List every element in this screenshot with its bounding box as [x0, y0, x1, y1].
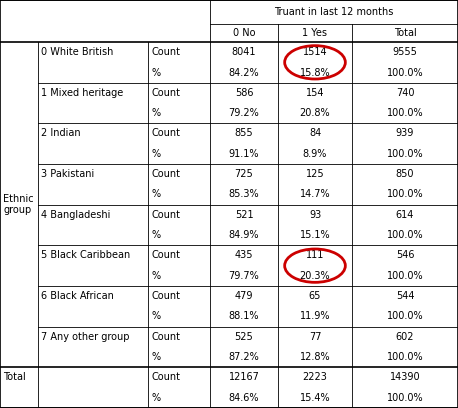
Text: 3 Pakistani: 3 Pakistani: [41, 169, 94, 179]
Text: 65: 65: [309, 291, 321, 301]
Text: 12.8%: 12.8%: [300, 352, 330, 362]
Text: %: %: [151, 67, 160, 78]
Text: %: %: [151, 311, 160, 322]
Text: 77: 77: [309, 332, 321, 342]
Text: 586: 586: [235, 88, 253, 98]
Text: 20.3%: 20.3%: [300, 271, 330, 281]
Text: 125: 125: [305, 169, 324, 179]
Text: 740: 740: [396, 88, 414, 98]
Text: 1514: 1514: [303, 47, 327, 57]
Text: 1 Mixed heritage: 1 Mixed heritage: [41, 88, 123, 98]
Text: 111: 111: [306, 251, 324, 260]
Text: Count: Count: [151, 291, 180, 301]
Text: %: %: [151, 149, 160, 159]
Text: 614: 614: [396, 210, 414, 220]
Text: 100.0%: 100.0%: [387, 271, 423, 281]
Text: 14390: 14390: [390, 373, 420, 383]
Text: Count: Count: [151, 88, 180, 98]
Text: 435: 435: [235, 251, 253, 260]
Text: 12167: 12167: [229, 373, 259, 383]
Text: 855: 855: [234, 129, 253, 138]
Text: Ethnic
group: Ethnic group: [3, 194, 33, 215]
Text: 7 Any other group: 7 Any other group: [41, 332, 130, 342]
Text: Count: Count: [151, 332, 180, 342]
Text: 8.9%: 8.9%: [303, 149, 327, 159]
Text: 100.0%: 100.0%: [387, 311, 423, 322]
Text: 154: 154: [306, 88, 324, 98]
Text: 5 Black Caribbean: 5 Black Caribbean: [41, 251, 130, 260]
Text: 88.1%: 88.1%: [229, 311, 259, 322]
Text: 91.1%: 91.1%: [229, 149, 259, 159]
Text: 1 Yes: 1 Yes: [302, 28, 327, 38]
Text: 544: 544: [396, 291, 414, 301]
Text: 4 Bangladeshi: 4 Bangladeshi: [41, 210, 110, 220]
Text: 87.2%: 87.2%: [229, 352, 259, 362]
Text: Total: Total: [393, 28, 416, 38]
Text: 0 No: 0 No: [233, 28, 255, 38]
Text: Truant in last 12 months: Truant in last 12 months: [274, 7, 394, 17]
Text: Total: Total: [3, 373, 26, 383]
Text: 6 Black African: 6 Black African: [41, 291, 114, 301]
Text: Count: Count: [151, 129, 180, 138]
Text: Count: Count: [151, 210, 180, 220]
Text: 2 Indian: 2 Indian: [41, 129, 81, 138]
Text: 79.7%: 79.7%: [229, 271, 259, 281]
Text: %: %: [151, 108, 160, 118]
Text: Count: Count: [151, 47, 180, 57]
Text: 79.2%: 79.2%: [229, 108, 259, 118]
Text: 100.0%: 100.0%: [387, 149, 423, 159]
Text: %: %: [151, 393, 160, 403]
Text: Count: Count: [151, 169, 180, 179]
Text: 100.0%: 100.0%: [387, 352, 423, 362]
Text: 100.0%: 100.0%: [387, 230, 423, 240]
Text: 100.0%: 100.0%: [387, 189, 423, 200]
Text: 850: 850: [396, 169, 414, 179]
Text: %: %: [151, 189, 160, 200]
Text: 100.0%: 100.0%: [387, 108, 423, 118]
Text: 0 White British: 0 White British: [41, 47, 114, 57]
Text: 15.4%: 15.4%: [300, 393, 330, 403]
Text: 11.9%: 11.9%: [300, 311, 330, 322]
Text: 479: 479: [235, 291, 253, 301]
Text: 84.9%: 84.9%: [229, 230, 259, 240]
Text: 84: 84: [309, 129, 321, 138]
Text: 2223: 2223: [303, 373, 327, 383]
Text: 14.7%: 14.7%: [300, 189, 330, 200]
Text: %: %: [151, 352, 160, 362]
Text: 100.0%: 100.0%: [387, 67, 423, 78]
Text: 525: 525: [234, 332, 253, 342]
Text: Count: Count: [151, 373, 180, 383]
Text: 939: 939: [396, 129, 414, 138]
Text: 725: 725: [234, 169, 253, 179]
Text: 15.1%: 15.1%: [300, 230, 330, 240]
Text: %: %: [151, 271, 160, 281]
Text: 20.8%: 20.8%: [300, 108, 330, 118]
Text: %: %: [151, 230, 160, 240]
Text: 602: 602: [396, 332, 414, 342]
Text: 521: 521: [234, 210, 253, 220]
Text: 100.0%: 100.0%: [387, 393, 423, 403]
Text: Count: Count: [151, 251, 180, 260]
Text: 15.8%: 15.8%: [300, 67, 330, 78]
Text: 93: 93: [309, 210, 321, 220]
Text: 85.3%: 85.3%: [229, 189, 259, 200]
Text: 84.6%: 84.6%: [229, 393, 259, 403]
Text: 9555: 9555: [393, 47, 417, 57]
Text: 84.2%: 84.2%: [229, 67, 259, 78]
Text: 546: 546: [396, 251, 414, 260]
Text: 8041: 8041: [232, 47, 256, 57]
